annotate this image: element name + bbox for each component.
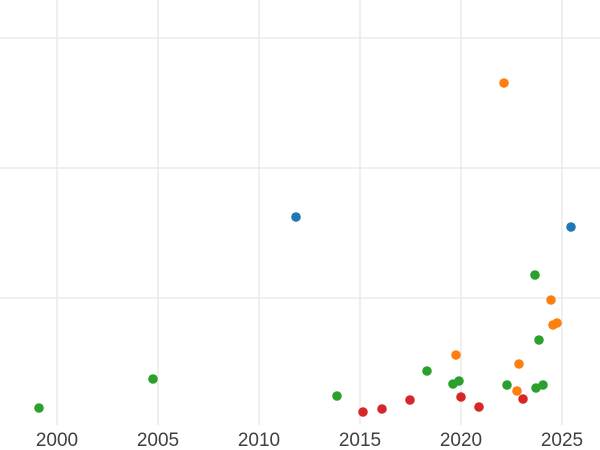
data-point-red-series	[474, 402, 484, 412]
data-point-orange-series	[546, 295, 556, 305]
data-point-red-series	[518, 394, 528, 404]
data-point-green-series	[530, 270, 540, 280]
data-point-orange-series	[552, 318, 562, 328]
x-tick-label: 2000	[36, 430, 78, 450]
x-tick-label: 2010	[238, 430, 280, 450]
data-point-red-series	[377, 404, 387, 414]
data-point-green-series	[332, 391, 342, 401]
data-point-green-series	[538, 380, 548, 390]
data-point-orange-series	[512, 386, 522, 396]
x-tick-label: 2005	[137, 430, 179, 450]
data-point-green-series	[454, 376, 464, 386]
data-point-red-series	[405, 395, 415, 405]
data-point-green-series	[148, 374, 158, 384]
data-point-blue-series	[566, 222, 576, 232]
data-point-blue-series	[291, 212, 301, 222]
data-point-orange-series	[499, 78, 509, 88]
data-point-green-series	[534, 335, 544, 345]
x-tick-label: 2015	[339, 430, 381, 450]
data-point-red-series	[456, 392, 466, 402]
data-point-green-series	[34, 403, 44, 413]
x-tick-label: 2020	[440, 430, 482, 450]
data-point-green-series	[502, 380, 512, 390]
data-point-green-series	[422, 366, 432, 376]
x-tick-label: 2025	[541, 430, 583, 450]
data-point-orange-series	[514, 359, 524, 369]
data-point-orange-series	[451, 350, 461, 360]
data-point-red-series	[358, 407, 368, 417]
